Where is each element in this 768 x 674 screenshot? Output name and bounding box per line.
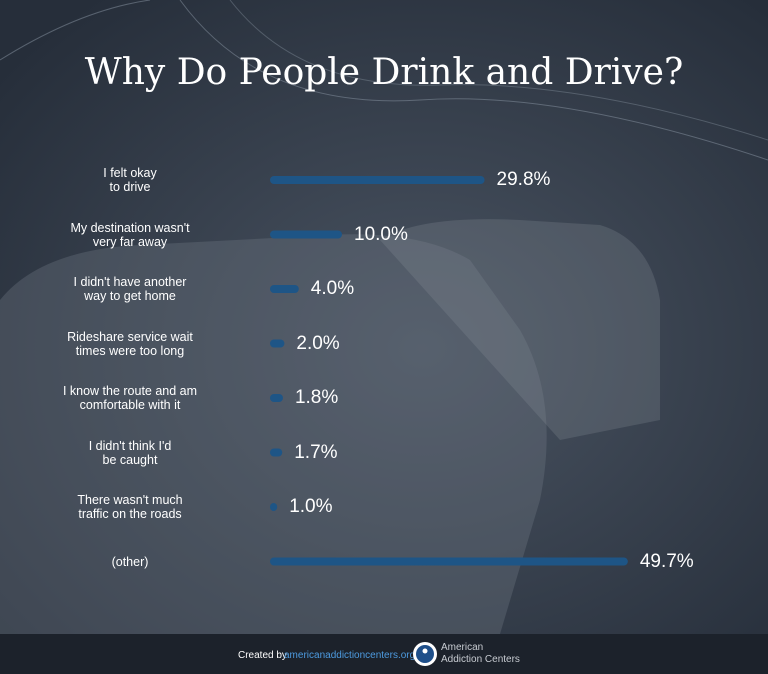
logo-dot [422,648,428,654]
footer-brand: American [441,642,484,653]
category-label: I didn't think I'd be caught [88,438,172,467]
value-label: 49.7% [639,550,694,572]
category-label: My destination wasn't very far away [70,220,190,249]
value-label: 1.8% [294,387,339,408]
car-shape [0,234,547,634]
logo-inner [416,645,434,663]
category-label: Rideshare service wait times were too lo… [67,329,193,358]
decor-line [0,0,151,61]
car-shape [380,219,660,440]
category-label: There wasn't much traffic on the roads [77,493,183,521]
logo [413,642,437,666]
category-label: I know the route and am comfortable with… [62,384,198,412]
footer-site: americanaddictioncenters.org [284,650,416,661]
decor-line [179,0,768,161]
category-label: I felt okay to drive [103,166,157,194]
bar [270,339,285,348]
background [0,0,768,634]
category-label: (other) [111,554,149,569]
bar [270,394,283,402]
chart [0,0,768,634]
bar [270,503,278,511]
bar [270,448,283,457]
bar [270,557,628,566]
category-label: I didn't have another way to get home [73,275,187,303]
bar [270,230,342,239]
value-label: 29.8% [496,169,551,190]
footer-brand: Addiction Centers [441,654,520,665]
value-label: 1.0% [289,496,333,517]
bar [270,285,299,293]
value-label: 10.0% [354,223,408,245]
bar [270,176,485,184]
value-label: 1.7% [294,441,338,463]
footer-credit: Created by [238,650,287,661]
value-label: 2.0% [296,332,340,354]
decor-line [229,0,768,141]
chart-title: Why Do People Drink and Drive? [84,52,684,93]
value-label: 4.0% [310,278,355,299]
footer: Created by americanaddictioncenters.org … [0,634,768,674]
